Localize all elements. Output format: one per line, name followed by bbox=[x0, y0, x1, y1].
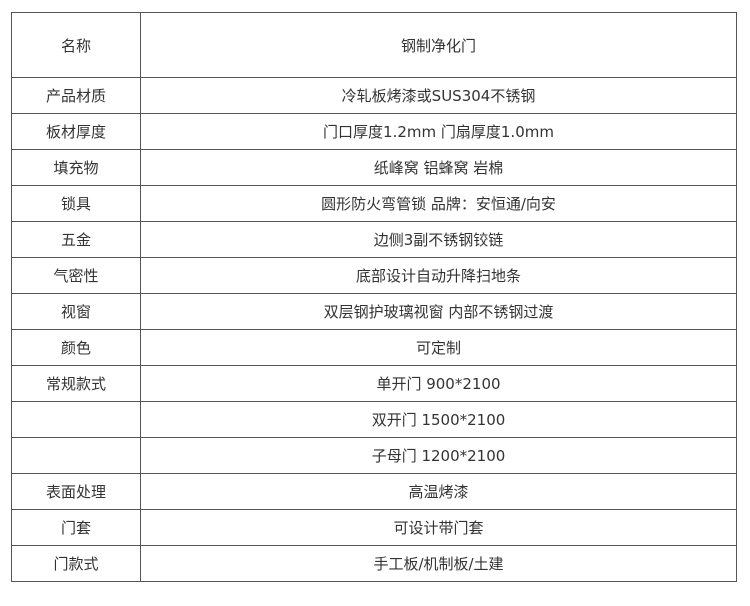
row-value: 双层钢护玻璃视窗 内部不锈钢过渡 bbox=[140, 293, 737, 330]
row-label: 常规款式 bbox=[11, 365, 141, 402]
row-value: 手工板/机制板/土建 bbox=[140, 545, 737, 582]
table-row: 视窗 双层钢护玻璃视窗 内部不锈钢过渡 bbox=[11, 293, 737, 330]
table-row: 常规款式 单开门 900*2100 bbox=[11, 365, 737, 402]
header-label: 名称 bbox=[11, 12, 141, 78]
row-value: 可定制 bbox=[140, 329, 737, 366]
row-label bbox=[11, 437, 141, 474]
row-value: 底部设计自动升降扫地条 bbox=[140, 257, 737, 294]
row-label: 板材厚度 bbox=[11, 113, 141, 150]
row-label: 颜色 bbox=[11, 329, 141, 366]
table-row: 子母门 1200*2100 bbox=[11, 437, 737, 474]
spec-table: 名称 钢制净化门 产品材质 冷轧板烤漆或SUS304不锈钢 板材厚度 门口厚度1.2m… bbox=[11, 12, 737, 582]
table-row: 填充物 纸峰窝 铝蜂窝 岩棉 bbox=[11, 149, 737, 186]
row-label: 门款式 bbox=[11, 545, 141, 582]
row-label: 门套 bbox=[11, 509, 141, 546]
table-row: 表面处理 高温烤漆 bbox=[11, 473, 737, 510]
table-row: 门套 可设计带门套 bbox=[11, 509, 737, 546]
row-label bbox=[11, 401, 141, 438]
row-value: 圆形防火弯管锁 品牌：安恒通/向安 bbox=[140, 185, 737, 222]
row-value: 可设计带门套 bbox=[140, 509, 737, 546]
table-row: 五金 边侧3副不锈钢铰链 bbox=[11, 221, 737, 258]
table-row: 门款式 手工板/机制板/土建 bbox=[11, 545, 737, 582]
table-row: 锁具 圆形防火弯管锁 品牌：安恒通/向安 bbox=[11, 185, 737, 222]
row-value: 高温烤漆 bbox=[140, 473, 737, 510]
row-label: 表面处理 bbox=[11, 473, 141, 510]
row-value: 纸峰窝 铝蜂窝 岩棉 bbox=[140, 149, 737, 186]
row-label: 产品材质 bbox=[11, 77, 141, 114]
row-value: 边侧3副不锈钢铰链 bbox=[140, 221, 737, 258]
row-label: 五金 bbox=[11, 221, 141, 258]
table-row: 颜色 可定制 bbox=[11, 329, 737, 366]
table-row: 双开门 1500*2100 bbox=[11, 401, 737, 438]
row-label: 气密性 bbox=[11, 257, 141, 294]
table-row: 气密性 底部设计自动升降扫地条 bbox=[11, 257, 737, 294]
row-label: 锁具 bbox=[11, 185, 141, 222]
table-row: 板材厚度 门口厚度1.2mm 门扇厚度1.0mm bbox=[11, 113, 737, 150]
row-label: 视窗 bbox=[11, 293, 141, 330]
row-value: 单开门 900*2100 bbox=[140, 365, 737, 402]
row-value: 冷轧板烤漆或SUS304不锈钢 bbox=[140, 77, 737, 114]
table-body: 名称 钢制净化门 产品材质 冷轧板烤漆或SUS304不锈钢 板材厚度 门口厚度1.2m… bbox=[11, 12, 737, 582]
row-value: 子母门 1200*2100 bbox=[140, 437, 737, 474]
row-value: 门口厚度1.2mm 门扇厚度1.0mm bbox=[140, 113, 737, 150]
table-row: 产品材质 冷轧板烤漆或SUS304不锈钢 bbox=[11, 77, 737, 114]
header-row: 名称 钢制净化门 bbox=[11, 12, 737, 78]
row-label: 填充物 bbox=[11, 149, 141, 186]
header-value: 钢制净化门 bbox=[140, 12, 737, 78]
row-value: 双开门 1500*2100 bbox=[140, 401, 737, 438]
